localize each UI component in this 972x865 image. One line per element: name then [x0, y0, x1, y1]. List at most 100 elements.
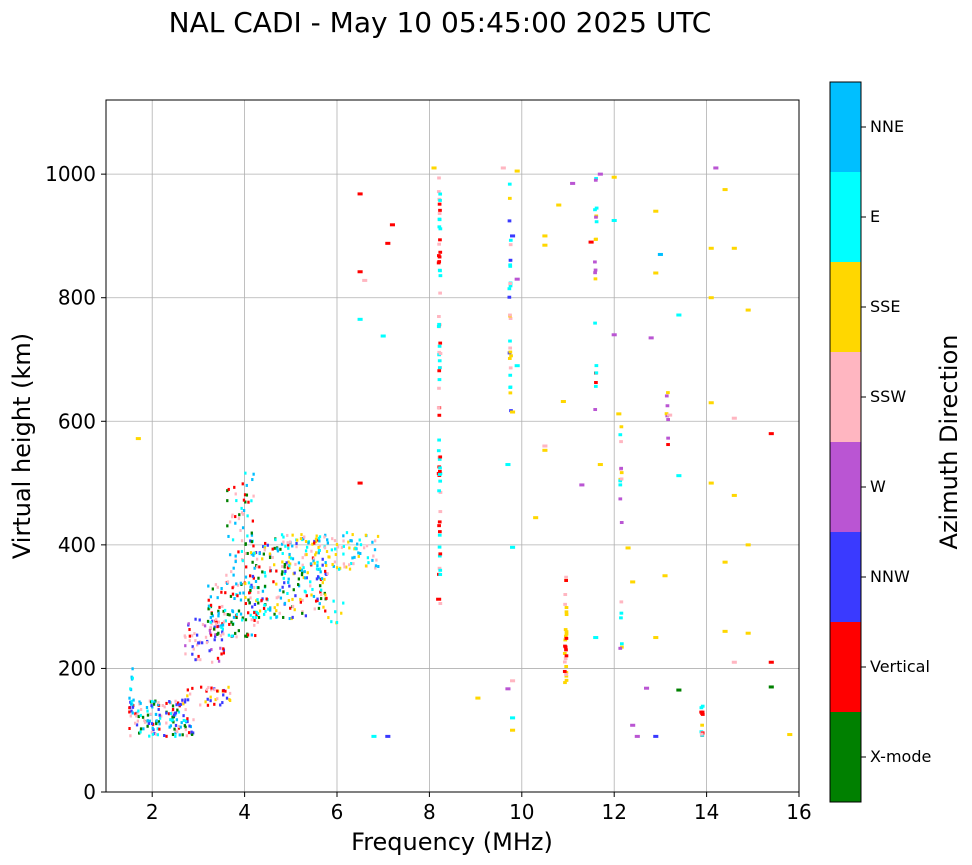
echo-ssw — [320, 593, 323, 597]
echo-nnw — [293, 571, 296, 575]
echo-e — [337, 567, 341, 571]
echo-nne — [130, 702, 133, 706]
echo-sse — [653, 636, 659, 640]
echo-vertical — [243, 493, 247, 497]
echo-nne — [279, 596, 283, 600]
plot-frame — [105, 99, 800, 793]
echo-ssw — [619, 600, 624, 604]
echo-vertical — [231, 592, 235, 596]
echo-e — [593, 384, 598, 388]
echo-nne — [228, 553, 232, 557]
echo-e — [151, 732, 155, 736]
echo-e — [700, 704, 705, 708]
echo-ssw — [619, 477, 624, 481]
y-tick-label: 0 — [83, 780, 96, 804]
echo-e — [437, 344, 442, 348]
echo-x-mode — [257, 615, 261, 619]
echo-nnw — [507, 295, 512, 299]
echo-e — [437, 366, 442, 370]
echo-x-mode — [137, 715, 140, 719]
echo-e — [611, 218, 617, 222]
echo-nnw — [150, 722, 154, 726]
echo-vertical — [437, 202, 442, 206]
echo-vertical — [213, 702, 216, 706]
echo-nne — [238, 591, 242, 595]
echo-vertical — [253, 611, 256, 615]
echo-vertical — [210, 686, 213, 690]
echo-sse — [542, 234, 548, 238]
colorbar-tick-label: Vertical — [870, 657, 930, 676]
x-tick-label: 4 — [238, 800, 251, 824]
echo-e — [256, 598, 259, 602]
echo-e — [281, 552, 284, 556]
echo-nnw — [135, 723, 139, 727]
echo-e — [139, 713, 142, 717]
echo-nnw — [262, 545, 265, 549]
echo-ssw — [699, 732, 704, 736]
echo-ssw — [129, 734, 132, 738]
echo-ssw — [437, 386, 441, 390]
echo-sse — [431, 166, 437, 170]
echo-e — [156, 733, 160, 737]
echo-e — [315, 567, 319, 571]
echo-e — [359, 543, 363, 547]
echo-w — [666, 436, 670, 440]
echo-vertical — [269, 569, 272, 573]
echo-nne — [250, 633, 253, 637]
echo-e — [350, 562, 353, 566]
echo-e — [250, 499, 253, 503]
echo-vertical — [265, 597, 268, 601]
echo-ssw — [333, 560, 337, 564]
echo-x-mode — [141, 715, 145, 719]
echo-ssw — [508, 316, 513, 320]
echo-e — [230, 634, 233, 638]
echo-sse — [510, 410, 516, 414]
x-tick-label: 12 — [601, 800, 626, 824]
echo-nne — [168, 725, 171, 729]
echo-ssw — [340, 546, 344, 550]
echo-nnw — [186, 698, 190, 702]
echo-sse — [314, 540, 318, 544]
echo-x-mode — [137, 731, 141, 735]
echo-sse — [273, 563, 276, 567]
echo-e — [594, 364, 599, 368]
echo-vertical — [437, 524, 441, 528]
echo-vertical — [251, 519, 255, 523]
echo-nne — [169, 724, 173, 728]
echo-vertical — [231, 586, 234, 590]
echo-ssw — [342, 539, 345, 543]
echo-ssw — [181, 700, 184, 704]
echo-e — [437, 322, 441, 326]
echo-sse — [304, 539, 308, 543]
echo-vertical — [437, 413, 442, 417]
echo-e — [148, 734, 151, 738]
echo-sse — [653, 271, 659, 275]
echo-vertical — [220, 590, 223, 594]
echo-nnw — [225, 696, 229, 700]
echo-x-mode — [207, 607, 210, 611]
echo-nnw — [175, 703, 178, 707]
echo-ssw — [215, 618, 218, 622]
echo-e — [169, 718, 172, 722]
echo-ssw — [333, 539, 337, 543]
echo-e — [619, 611, 624, 615]
echo-w — [593, 268, 598, 272]
echo-x-mode — [234, 631, 237, 635]
echo-e — [309, 580, 312, 584]
echo-ssw — [188, 692, 192, 696]
echo-ssw — [508, 313, 512, 317]
echo-ssw — [210, 622, 213, 626]
echo-x-mode — [238, 513, 241, 517]
echo-sse — [322, 605, 325, 609]
echo-vertical — [199, 685, 203, 689]
echo-e — [508, 264, 513, 268]
echo-e — [287, 546, 290, 550]
echo-nne — [146, 719, 149, 723]
echo-sse — [340, 611, 343, 615]
echo-vertical — [299, 600, 302, 604]
echo-vertical — [245, 565, 248, 569]
echo-x-mode — [257, 601, 260, 605]
echo-e — [254, 616, 258, 620]
echo-vertical — [271, 547, 274, 551]
echo-e — [380, 334, 386, 338]
